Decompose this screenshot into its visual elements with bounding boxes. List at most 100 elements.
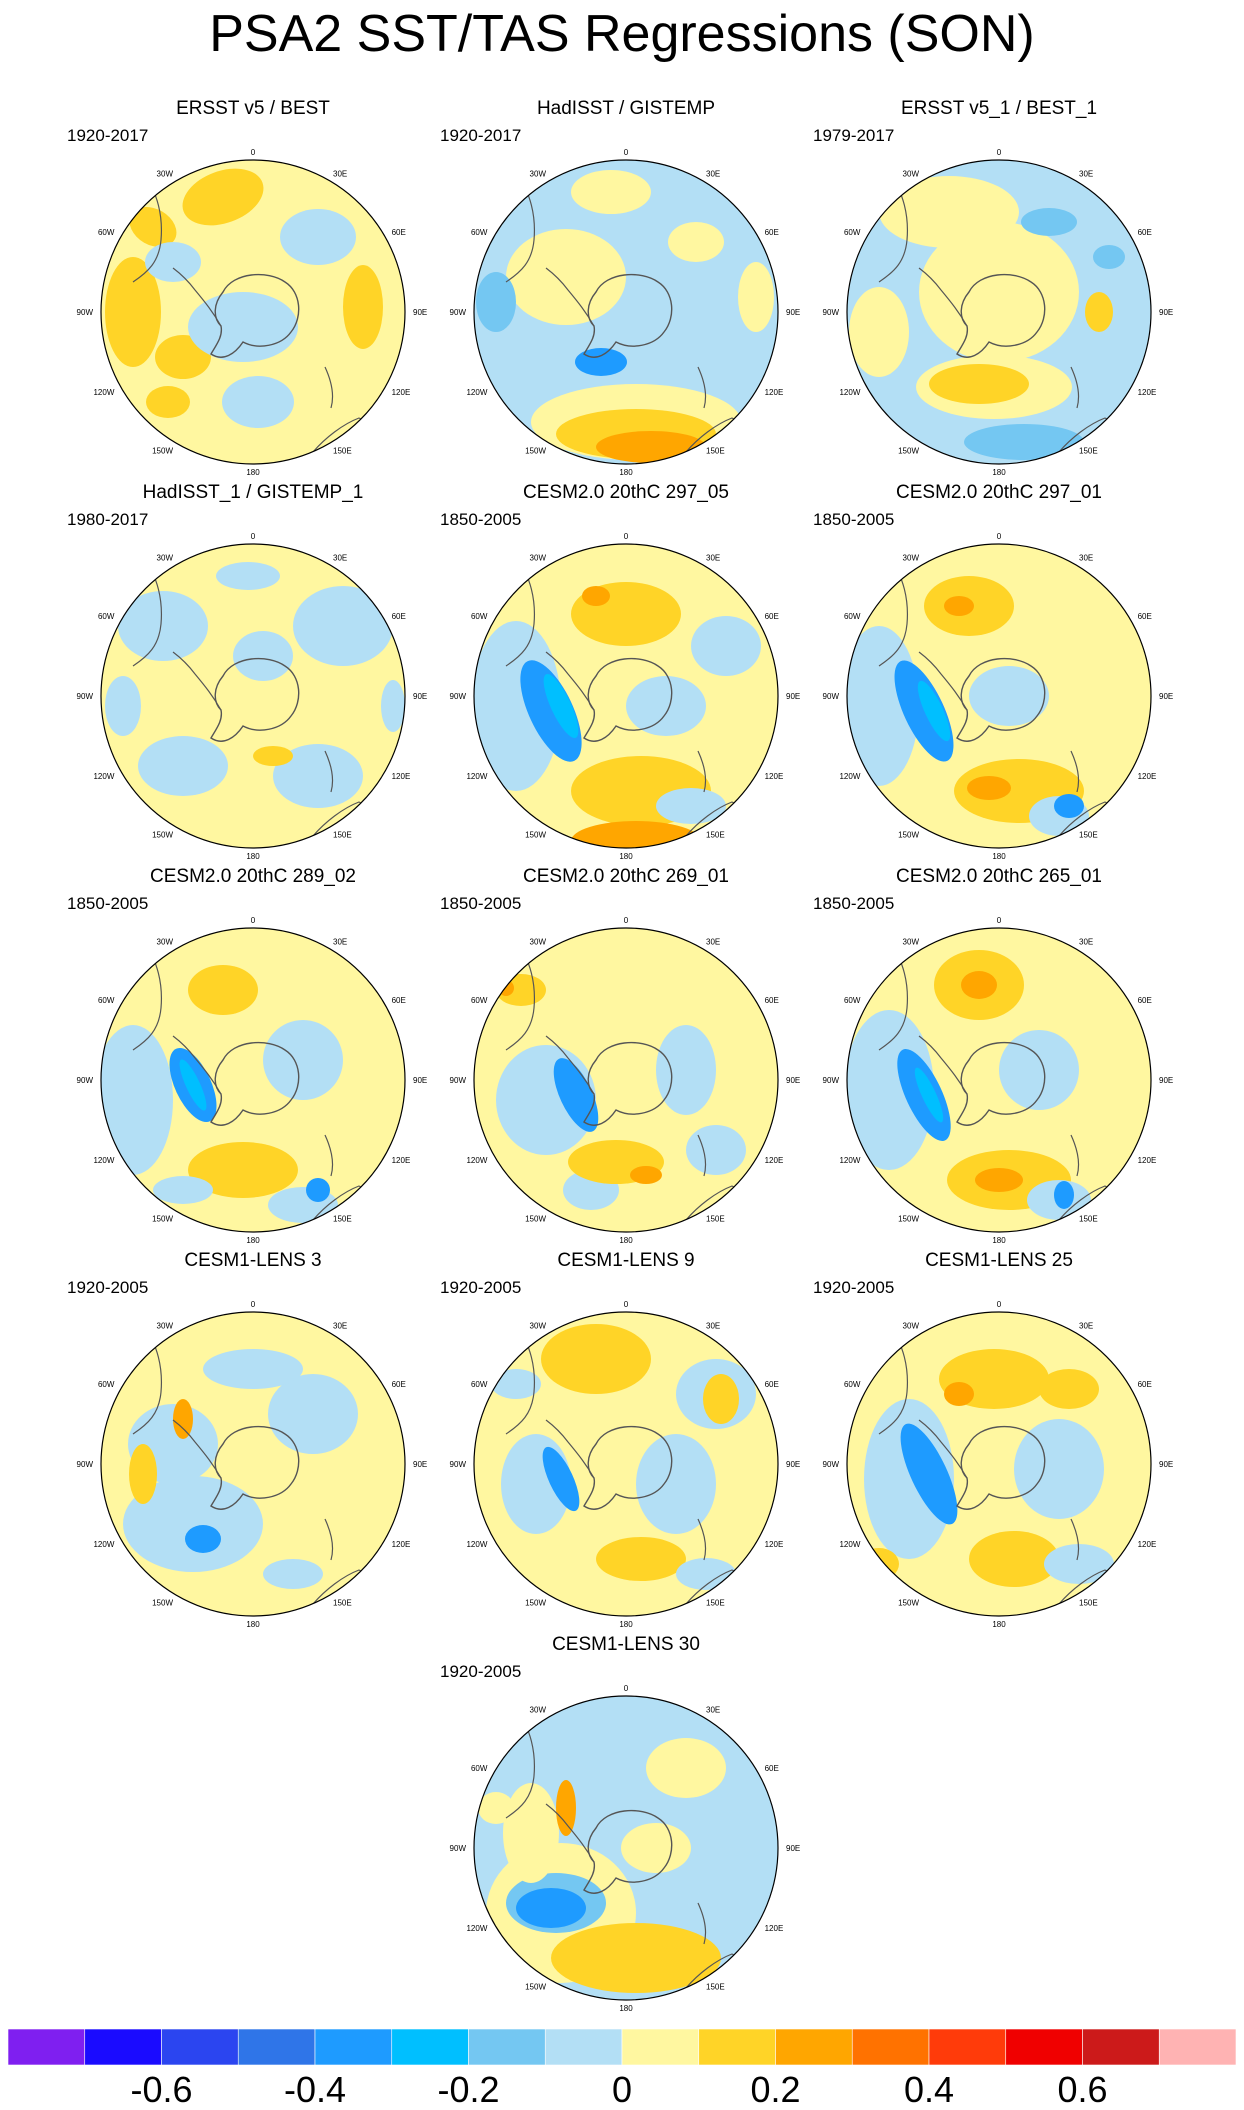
longitude-label: 0 [624,916,629,925]
longitude-label: 60W [98,996,115,1005]
longitude-label: 0 [251,532,256,541]
longitude-label: 60E [392,996,406,1005]
colorbar-swatch [8,2029,86,2065]
panel-period: 1920-2005 [813,1278,895,1297]
longitude-label: 30W [903,553,920,562]
longitude-label: 30W [530,1321,547,1330]
longitude-label: 120E [1138,388,1157,397]
colorbar-swatch [468,2029,546,2065]
panel-period: 1920-2005 [440,1278,522,1297]
panel-period: 1979-2017 [813,126,895,145]
longitude-label: 90W [77,1076,94,1085]
longitude-label: 0 [997,148,1002,157]
longitude-label: 60W [844,996,861,1005]
longitude-label: 180 [992,1236,1006,1245]
longitude-label: 150E [706,831,725,840]
longitude-label: 90E [1159,1076,1173,1085]
longitude-label: 0 [624,148,629,157]
longitude-label: 120W [466,388,487,397]
longitude-label: 90E [786,1844,800,1853]
longitude-label: 120W [93,772,114,781]
longitude-label: 30W [530,1705,547,1714]
longitude-label: 90W [450,1076,467,1085]
longitude-label: 150E [706,1599,725,1608]
longitude-label: 30W [157,937,174,946]
longitude-label: 120E [765,1924,784,1933]
longitude-label: 90E [786,1460,800,1469]
longitude-label: 30E [706,169,720,178]
longitude-label: 120E [392,1540,411,1549]
longitude-label: 90W [450,692,467,701]
longitude-label: 30W [903,937,920,946]
longitude-label: 60E [1138,612,1152,621]
panel-title: ERSST v5 / BEST [176,98,330,119]
polar-map: 0 30E 60E 90E 120E 150E 180 150W 120W 90W 60W 30W [823,1300,1174,1629]
longitude-label: 180 [992,468,1006,477]
polar-map: 0 30E 60E 90E 120E 150E 180 150W 120W 90W 60W 30W [450,148,801,477]
map-panel: CESM2.0 20thC 265_01 1850-2005 0 30E 60E 90E 1… [809,866,1189,1261]
longitude-label: 120W [93,388,114,397]
colorbar-tick-label: 0.2 [750,2069,801,2110]
longitude-label: 120E [1138,1156,1157,1165]
colorbar-swatch [621,2029,700,2065]
longitude-label: 150E [333,831,352,840]
panel-period: 1920-2005 [440,1662,522,1681]
longitude-label: 120E [392,1156,411,1165]
panel-period: 1920-2017 [440,126,522,145]
polar-map: 0 30E 60E 90E 120E 150E 180 150W 120W 90W 60W 30W [450,916,801,1245]
longitude-label: 90E [1159,692,1173,701]
longitude-label: 90W [77,1460,94,1469]
longitude-label: 90W [450,308,467,317]
colorbar-swatch [391,2029,469,2065]
panel-title: CESM2.0 20thC 297_05 [523,482,729,503]
longitude-label: 120E [765,388,784,397]
colorbar-swatch [1158,2029,1236,2065]
longitude-label: 150E [1079,447,1098,456]
map-panel: CESM1-LENS 9 1920-2005 0 30E 60E 90E 120E 150E 1… [436,1250,816,1645]
longitude-label: 0 [624,1684,629,1693]
panel-period: 1850-2005 [813,510,895,529]
longitude-label: 0 [251,148,256,157]
colorbar-swatch [775,2029,853,2065]
longitude-label: 90W [450,1844,467,1853]
longitude-label: 90W [450,1460,467,1469]
panel-title: CESM1-LENS 3 [184,1250,322,1271]
longitude-label: 90W [77,692,94,701]
longitude-label: 120W [466,1924,487,1933]
polar-map: 0 30E 60E 90E 120E 150E 180 150W 120W 90W 60W 30W [450,1300,801,1629]
map-panel: CESM1-LENS 30 1920-2005 0 30E 60E 90E 120E 150E… [436,1634,816,2029]
colorbar-swatch [698,2029,776,2065]
panel-title: ERSST v5_1 / BEST_1 [900,98,1098,119]
panel-title: CESM2.0 20thC 297_01 [896,482,1102,503]
figure-title: PSA2 SST/TAS Regressions (SON) [209,5,1035,63]
colorbar-swatch [237,2029,316,2065]
longitude-label: 180 [246,468,260,477]
longitude-label: 180 [246,1620,260,1629]
longitude-label: 150W [525,1215,546,1224]
longitude-label: 150W [525,1599,546,1608]
longitude-label: 60W [471,1380,488,1389]
longitude-label: 150W [525,831,546,840]
longitude-label: 60E [1138,996,1152,1005]
longitude-label: 60W [471,612,488,621]
colorbar-swatch [851,2029,930,2065]
longitude-label: 90E [786,1076,800,1085]
map-panel: HadISST_1 / GISTEMP_1 1980-2017 0 30E 60E 90E… [63,482,443,877]
longitude-label: 60W [471,228,488,237]
longitude-label: 150W [152,831,173,840]
colorbar-tick-label: 0 [611,2069,633,2110]
polar-map: 0 30E 60E 90E 120E 150E 180 150W 120W 90W 60W 30W [450,532,801,861]
longitude-label: 60E [1138,1380,1152,1389]
longitude-label: 150E [1079,1599,1098,1608]
polar-map: 0 30E 60E 90E 120E 150E 180 150W 120W 90W 60W 30W [823,532,1174,861]
map-panel: CESM2.0 20thC 289_02 1850-2005 0 30E 60E 90E 1… [63,866,443,1261]
longitude-label: 90E [1159,308,1173,317]
longitude-label: 120E [1138,1540,1157,1549]
longitude-label: 0 [997,532,1002,541]
polar-map: 0 30E 60E 90E 120E 150E 180 150W 120W 90W 60W 30W [823,916,1174,1245]
panel-title: CESM2.0 20thC 289_02 [150,866,356,887]
panel-title: CESM2.0 20thC 265_01 [896,866,1102,887]
longitude-label: 90W [823,692,840,701]
panel-title: HadISST_1 / GISTEMP_1 [142,482,364,503]
longitude-label: 0 [997,916,1002,925]
